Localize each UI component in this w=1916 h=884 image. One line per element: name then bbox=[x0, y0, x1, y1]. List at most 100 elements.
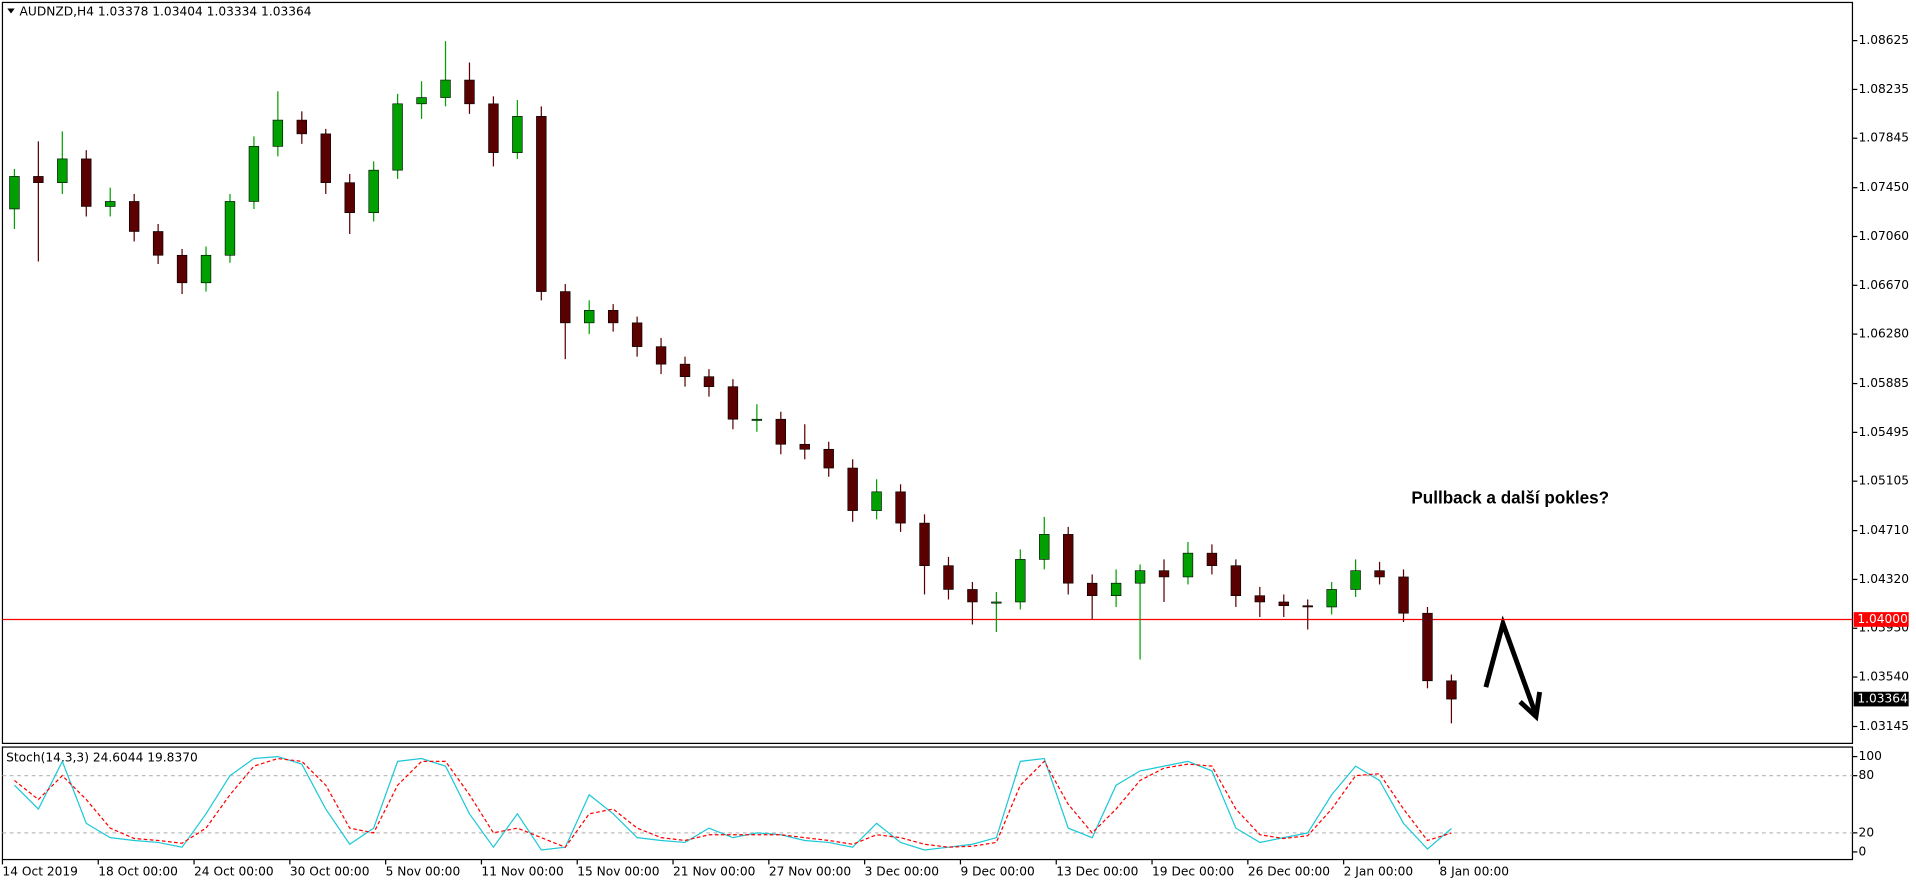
candle-body bbox=[727, 386, 739, 420]
menu-triangle[interactable] bbox=[7, 8, 15, 14]
candle-body bbox=[128, 201, 140, 232]
candle-body bbox=[799, 443, 810, 450]
x-tick-label: 5 Nov 00:00 bbox=[386, 864, 461, 878]
candle-body bbox=[416, 97, 427, 105]
candle-body bbox=[248, 146, 260, 202]
candle-body bbox=[703, 376, 715, 387]
candle-body bbox=[560, 291, 571, 324]
candle-body bbox=[607, 310, 619, 324]
x-tick-label: 15 Nov 00:00 bbox=[577, 864, 659, 878]
y-tick-label: 1.03540 bbox=[1859, 670, 1910, 684]
candle-body bbox=[57, 158, 68, 183]
y-tick-label: 20 bbox=[1859, 825, 1875, 839]
candle-body bbox=[847, 467, 858, 511]
candle-body bbox=[152, 231, 164, 256]
x-tick-label: 18 Oct 00:00 bbox=[98, 864, 178, 878]
x-tick-label: 24 Oct 00:00 bbox=[194, 864, 274, 878]
y-tick-label: 1.05885 bbox=[1859, 376, 1910, 390]
candle-body bbox=[1110, 582, 1122, 597]
x-tick-label: 8 Jan 00:00 bbox=[1439, 864, 1509, 878]
annotation: Pullback a další pokles? bbox=[1411, 488, 1609, 507]
candle-body bbox=[440, 79, 451, 98]
candle-body bbox=[1422, 612, 1433, 682]
x-tick-label: 13 Dec 00:00 bbox=[1056, 864, 1138, 878]
stoch-line bbox=[13, 755, 1452, 851]
level-label: 1.04000 bbox=[1857, 612, 1908, 626]
candle-body bbox=[823, 448, 834, 469]
candle-body bbox=[919, 522, 930, 566]
x-tick-label: 3 Dec 00:00 bbox=[865, 864, 939, 878]
candle-body bbox=[200, 254, 212, 284]
candle-body bbox=[895, 491, 906, 524]
y-tick-label: 1.05495 bbox=[1859, 425, 1910, 439]
candle-body bbox=[1086, 582, 1098, 597]
indicator-title: Stoch(14,3,3) 24.6044 19.8370 bbox=[6, 751, 198, 765]
candle-body bbox=[1326, 589, 1337, 608]
arrow-path bbox=[1483, 615, 1538, 713]
candle-body bbox=[1398, 576, 1409, 614]
x-tick-label: 26 Dec 00:00 bbox=[1248, 864, 1330, 878]
candle-body bbox=[631, 322, 643, 347]
indicator-frame bbox=[1, 746, 1854, 861]
candle-body bbox=[1134, 570, 1146, 584]
candle-body bbox=[1446, 680, 1457, 700]
candle-body bbox=[512, 116, 523, 153]
x-tick-label: 30 Oct 00:00 bbox=[290, 864, 370, 878]
x-tick-label: 14 Oct 2019 bbox=[2, 864, 78, 878]
x-tick-label: 27 Nov 00:00 bbox=[769, 864, 851, 878]
x-tick-label: 2 Jan 00:00 bbox=[1344, 864, 1414, 878]
y-tick-label: 1.08625 bbox=[1859, 33, 1910, 47]
candle-body bbox=[871, 491, 882, 511]
x-tick-label: 9 Dec 00:00 bbox=[960, 864, 1034, 878]
candle-body bbox=[296, 119, 308, 135]
candle-body bbox=[1039, 534, 1050, 560]
candle-body bbox=[967, 589, 978, 603]
candle-body bbox=[1206, 552, 1218, 566]
candle-body bbox=[679, 363, 691, 377]
main-frame bbox=[1, 1, 1854, 745]
candle-body bbox=[1302, 605, 1313, 608]
y-tick-label: 1.08235 bbox=[1859, 82, 1910, 96]
candle-body bbox=[536, 116, 547, 292]
y-tick-label: 1.07845 bbox=[1859, 131, 1910, 145]
candle-body bbox=[368, 169, 379, 214]
candle-body bbox=[272, 119, 284, 147]
candle-body bbox=[775, 418, 787, 445]
candle-body bbox=[464, 79, 475, 105]
candle-body bbox=[1015, 559, 1026, 603]
candle-body bbox=[1063, 534, 1074, 584]
candle-body bbox=[1230, 565, 1242, 597]
y-tick-label: 80 bbox=[1859, 768, 1875, 782]
y-tick-label: 1.05105 bbox=[1859, 474, 1910, 488]
stoch-line bbox=[14, 757, 1452, 848]
candle-body bbox=[392, 103, 403, 171]
candle-body bbox=[224, 201, 236, 256]
x-tick-label: 19 Dec 00:00 bbox=[1152, 864, 1234, 878]
x-tick-label: 21 Nov 00:00 bbox=[673, 864, 755, 878]
candle-body bbox=[943, 565, 954, 590]
chart-title: AUDNZD,H4 1.03378 1.03404 1.03334 1.0336… bbox=[20, 5, 312, 19]
y-tick-label: 1.04710 bbox=[1859, 523, 1910, 537]
candle-body bbox=[1254, 595, 1266, 603]
arrow-head bbox=[1518, 691, 1543, 722]
level-label-box bbox=[1853, 612, 1909, 627]
candle-body bbox=[488, 103, 499, 153]
x-tick-label: 11 Nov 00:00 bbox=[481, 864, 563, 878]
y-tick-label: 1.06670 bbox=[1859, 278, 1910, 292]
candle-body bbox=[33, 176, 44, 183]
candle-body bbox=[1182, 552, 1194, 578]
y-tick-label: 100 bbox=[1859, 749, 1882, 763]
candle-body bbox=[105, 201, 116, 207]
y-tick-label: 0 bbox=[1859, 844, 1867, 858]
candle-body bbox=[751, 418, 763, 421]
y-tick-label: 1.07450 bbox=[1859, 180, 1910, 194]
candle-body bbox=[344, 182, 355, 214]
y-tick-label: 1.04320 bbox=[1859, 572, 1910, 586]
candle-body bbox=[1278, 601, 1289, 607]
price-label-box bbox=[1853, 691, 1909, 707]
y-tick-label: 1.07060 bbox=[1859, 229, 1910, 243]
y-tick-label: 1.06280 bbox=[1859, 327, 1910, 341]
